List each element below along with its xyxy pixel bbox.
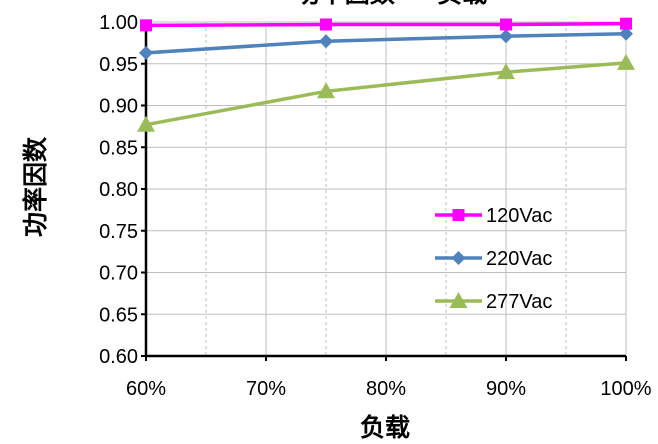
x-tick-label: 60% [126,378,166,400]
data-point-120vac [620,17,632,30]
axes [141,20,627,361]
data-point-220vac [139,45,153,60]
x-tick-label: 90% [486,378,526,400]
data-point-277vac [137,115,155,132]
series-group [137,17,635,132]
y-tick-label: 1.00 [99,12,138,34]
x-tick-labels: 60% 70% 80% 90% 100% [126,378,652,400]
gridlines [146,21,627,356]
legend-label-120vac: 120Vac [486,205,552,227]
legend-item-220vac: 220Vac [435,248,552,270]
x-tick-label: 70% [246,378,286,400]
data-point-120vac [500,18,512,31]
legend-marker-277vac [449,292,468,308]
x-axis-title: 负载 [360,413,410,442]
y-tick-label: 0.60 [99,346,138,368]
x-tick-label: 100% [600,378,651,400]
chart-title: 功率因数 — 负载 [295,0,487,8]
y-tick-label: 0.95 [99,54,138,76]
y-tick-label: 0.85 [99,137,138,159]
data-point-277vac [317,82,335,99]
data-point-220vac [619,26,633,41]
y-tick-label: 0.65 [99,304,138,326]
y-tick-labels: 0.60 0.65 0.70 0.75 0.80 0.85 0.90 0.95 1.00 [99,12,138,368]
data-point-120vac [140,19,152,32]
data-point-220vac [319,34,333,49]
series-line-220vac [145,31,627,55]
series-220vac [139,26,633,60]
series-line-120vac [145,21,627,28]
legend-label-220vac: 220Vac [486,248,552,270]
legend-label-277vac: 277Vac [486,291,552,313]
y-tick-label: 0.70 [99,263,138,285]
legend-marker-120vac [452,209,465,221]
legend: 120Vac 220Vac 277Vac [435,205,552,313]
legend-item-277vac: 277Vac [435,291,552,313]
series-277vac [137,53,635,132]
y-tick-label: 0.90 [99,96,138,118]
data-point-220vac [499,29,513,44]
legend-marker-220vac [451,251,466,265]
series-120vac [140,17,632,32]
y-tick-label: 0.75 [99,221,138,243]
y-tick-label: 0.80 [99,179,138,201]
legend-item-120vac: 120Vac [435,205,552,227]
data-point-277vac [497,63,515,80]
y-axis-title: 功率因数 [21,136,50,237]
series-line-277vac [145,61,627,127]
x-tick-label: 80% [366,378,406,400]
data-point-277vac [617,53,635,70]
data-point-120vac [320,18,332,31]
